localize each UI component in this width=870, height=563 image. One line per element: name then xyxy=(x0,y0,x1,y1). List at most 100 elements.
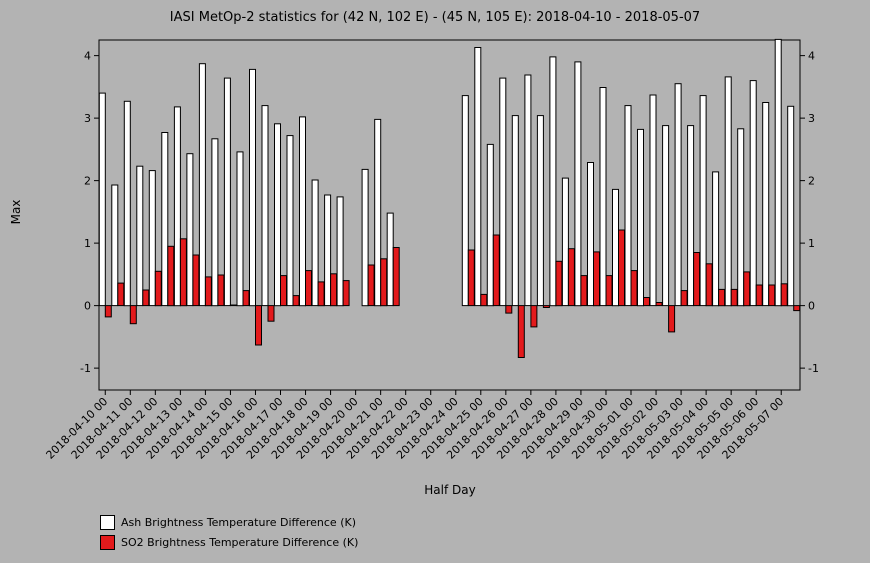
ash-bar xyxy=(536,115,544,307)
so2-bar xyxy=(680,290,688,307)
y-tick-label-right: -1 xyxy=(808,362,819,375)
so2-bar xyxy=(542,305,550,309)
so2-bar xyxy=(730,288,738,307)
so2-bar xyxy=(367,264,375,307)
so2-bar xyxy=(643,297,650,307)
so2-bar xyxy=(467,249,475,307)
ash-bar xyxy=(524,74,532,307)
so2-bar xyxy=(192,254,200,307)
chart-title: IASI MetOp-2 statistics for (42 N, 102 E… xyxy=(169,10,701,25)
ash-bar xyxy=(587,162,594,307)
y-tick-label-right: 0 xyxy=(808,300,815,313)
so2-bar xyxy=(655,302,663,307)
so2-bar xyxy=(342,280,350,307)
ash-bar xyxy=(386,212,394,307)
ash-bar xyxy=(774,38,782,307)
ash-bar xyxy=(148,170,156,307)
legend-label-so2: SO2 Brightness Temperature Difference (K… xyxy=(121,535,359,549)
so2-bar xyxy=(530,305,538,328)
so2-bar xyxy=(292,295,300,307)
ash-bar xyxy=(111,184,119,307)
ash-bar xyxy=(612,188,619,307)
ash-bar xyxy=(687,125,695,307)
ash-bar xyxy=(249,68,256,307)
y-tick-label-right: 3 xyxy=(808,112,815,125)
y-tick-label-left: 4 xyxy=(84,50,91,63)
ash-bar xyxy=(361,168,369,307)
ash-bar xyxy=(499,77,507,307)
legend-label-ash: Ash Brightness Temperature Difference (K… xyxy=(121,515,356,529)
ash-bar xyxy=(286,135,294,307)
ash-bar xyxy=(662,125,670,307)
so2-bar xyxy=(330,273,338,307)
so2-bar xyxy=(305,270,312,307)
so2-bar xyxy=(229,304,237,307)
ash-bar xyxy=(486,143,494,307)
ash-bar xyxy=(787,105,795,307)
ash-bar xyxy=(762,102,770,307)
ash-bar xyxy=(123,100,131,307)
so2-bar xyxy=(104,305,112,318)
ash-bar xyxy=(624,105,632,307)
ash-bar xyxy=(549,56,557,307)
ash-bar xyxy=(699,95,707,307)
bars-group xyxy=(98,38,801,359)
ash-bar xyxy=(674,83,682,307)
so2-bar xyxy=(780,283,788,307)
y-tick-label-left: -1 xyxy=(80,362,91,375)
so2-bar xyxy=(618,229,625,307)
y-tick-label-left: 1 xyxy=(84,237,91,250)
ash-bar xyxy=(299,116,306,307)
ash-bar xyxy=(724,76,732,307)
so2-bar xyxy=(567,248,575,307)
ash-bar xyxy=(161,132,169,307)
so2-bar xyxy=(505,305,513,314)
so2-bar xyxy=(593,251,600,307)
so2-bar xyxy=(630,270,638,307)
so2-bar xyxy=(517,305,525,359)
ash-bar xyxy=(136,165,144,307)
so2-bar xyxy=(280,275,287,307)
ash-bar xyxy=(637,128,644,307)
ash-bar xyxy=(311,179,319,307)
so2-bar xyxy=(743,271,751,307)
ash-bar xyxy=(324,194,332,307)
ash-bar xyxy=(737,128,745,307)
so2-bar xyxy=(605,275,613,307)
ash-bar xyxy=(749,80,757,307)
legend: Ash Brightness Temperature Difference (K… xyxy=(100,512,358,552)
legend-swatch-ash xyxy=(100,514,115,530)
x-axis-label: Half Day xyxy=(424,483,476,497)
ash-bar xyxy=(461,95,469,307)
so2-bar xyxy=(555,260,563,307)
so2-bar xyxy=(480,293,488,307)
ash-bar xyxy=(98,92,106,307)
ash-bar xyxy=(261,105,269,307)
ash-bar xyxy=(374,118,382,307)
so2-bar xyxy=(705,263,713,307)
so2-bar xyxy=(317,281,325,307)
so2-bar xyxy=(718,288,726,307)
so2-bar xyxy=(492,234,500,307)
ash-bar xyxy=(599,87,607,307)
so2-bar xyxy=(768,284,776,307)
ash-bar xyxy=(649,94,657,307)
ash-bar xyxy=(574,61,582,307)
ash-bar xyxy=(211,138,219,307)
legend-item-so2: SO2 Brightness Temperature Difference (K… xyxy=(100,532,358,552)
so2-bar xyxy=(167,245,175,307)
so2-bar xyxy=(242,290,250,307)
so2-bar xyxy=(117,282,125,307)
so2-bar xyxy=(267,305,275,322)
so2-bar xyxy=(217,274,225,307)
ash-bar xyxy=(236,151,244,307)
ash-bar xyxy=(223,77,231,307)
ash-bar xyxy=(511,115,519,307)
so2-bar xyxy=(693,252,701,307)
ash-bar xyxy=(274,123,281,307)
ash-bar xyxy=(186,153,194,307)
legend-item-ash: Ash Brightness Temperature Difference (K… xyxy=(100,512,358,532)
so2-bar xyxy=(255,305,262,346)
ash-bar xyxy=(336,196,344,307)
